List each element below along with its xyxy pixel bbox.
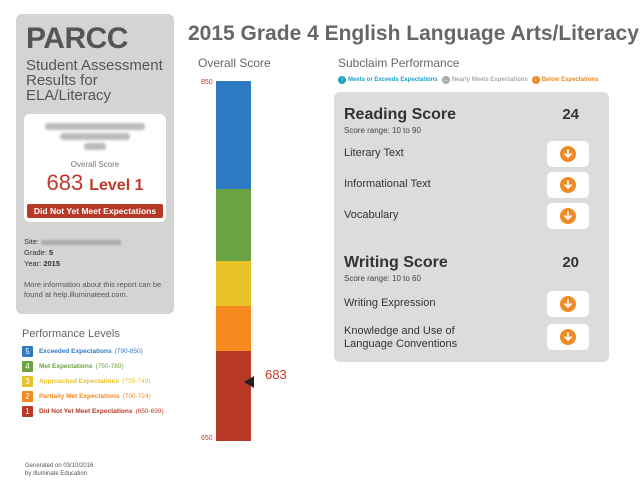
score-band bbox=[216, 351, 251, 441]
score-row: 683 Level 1 bbox=[24, 171, 166, 198]
arrow-right-icon: → bbox=[441, 76, 450, 84]
level-name: Did Not Yet Meet Expectations bbox=[39, 408, 133, 415]
subclaim-literary-text: Literary Text bbox=[344, 147, 404, 159]
performance-level-item: 2 Partially Met Expectations (700-724) bbox=[22, 389, 192, 404]
below-expectations-icon bbox=[560, 208, 576, 224]
subclaim-vocabulary: Vocabulary bbox=[344, 209, 399, 221]
subclaim-writing-expression: Writing Expression bbox=[344, 297, 436, 309]
level-number-badge: 4 bbox=[22, 361, 33, 372]
scale-max-label: 850 bbox=[201, 79, 213, 86]
subclaim-heading: Subclaim Performance bbox=[338, 56, 460, 70]
writing-score-title: Writing Score bbox=[344, 254, 448, 271]
legend-nearly: → Nearly Meets Expectations bbox=[441, 76, 528, 84]
overall-score-value: 683 bbox=[46, 170, 84, 195]
overall-score-heading: Overall Score bbox=[198, 56, 271, 70]
arrow-down-icon: ↓ bbox=[531, 76, 540, 84]
performance-levels-heading: Performance Levels bbox=[22, 328, 120, 340]
page-title: 2015 Grade 4 English Language Arts/Liter… bbox=[188, 22, 639, 45]
subclaim-language-conventions: Knowledge and Use of Language Convention… bbox=[344, 325, 458, 350]
student-summary-panel: PARCC Student Assessment Results for ELA… bbox=[16, 14, 174, 314]
below-expectations-icon bbox=[560, 146, 576, 162]
performance-levels-legend: Performance Levels 5 Exceeded Expectation… bbox=[22, 328, 192, 419]
level-range: (790-850) bbox=[114, 348, 143, 355]
score-marker-label: 683 bbox=[265, 366, 287, 382]
performance-level-item: 3 Approached Expectations (725-749) bbox=[22, 374, 192, 389]
level-name: Exceeded Expectations bbox=[39, 348, 112, 355]
score-marker-icon bbox=[244, 375, 254, 388]
level-range: (725-749) bbox=[122, 378, 151, 385]
reading-score-title: Reading Score bbox=[344, 106, 457, 123]
performance-level: Level 1 bbox=[89, 177, 144, 194]
performance-level-item: 4 Met Expectations (750-789) bbox=[22, 359, 192, 374]
level-number-badge: 1 bbox=[22, 406, 33, 417]
level-range: (650-699) bbox=[135, 408, 164, 415]
below-expectations-icon bbox=[560, 329, 576, 345]
writing-score-value: 20 bbox=[562, 254, 579, 271]
performance-level-item: 1 Did Not Yet Meet Expectations (650-699) bbox=[22, 404, 192, 419]
report-footer: Generated on 03/10/2016 by Illuminate Ed… bbox=[25, 463, 94, 477]
level-number-badge: 3 bbox=[22, 376, 33, 387]
score-band bbox=[216, 261, 251, 306]
level-range: (750-789) bbox=[95, 363, 124, 370]
redacted-student-id bbox=[84, 143, 106, 150]
level-name: Partially Met Expectations bbox=[39, 393, 120, 400]
score-band bbox=[216, 306, 251, 351]
grade-value: 5 bbox=[49, 248, 54, 257]
redacted-site-name bbox=[41, 239, 122, 245]
performance-level-item: 5 Exceeded Expectations (790-850) bbox=[22, 344, 192, 359]
level-number-badge: 5 bbox=[22, 346, 33, 357]
below-expectations-icon bbox=[560, 177, 576, 193]
legend-meets: ↑ Meets or Exceeds Expectations bbox=[338, 76, 438, 84]
subclaim-panel: Reading Score Score range: 10 to 90 24 L… bbox=[334, 92, 609, 362]
below-expectations-icon bbox=[560, 296, 576, 312]
reading-score-range: Score range: 10 to 90 bbox=[344, 126, 421, 135]
literary-text-indicator[interactable] bbox=[547, 141, 589, 167]
informational-text-indicator[interactable] bbox=[547, 172, 589, 198]
level-range: (700-724) bbox=[122, 393, 151, 400]
status-badge: Did Not Yet Meet Expectations bbox=[27, 204, 163, 218]
student-score-card: Overall Score 683 Level 1 Did Not Yet Mee… bbox=[24, 114, 166, 222]
reading-score-value: 24 bbox=[562, 106, 579, 123]
score-band bbox=[216, 81, 251, 189]
level-name: Met Expectations bbox=[39, 363, 93, 370]
redacted-student-name bbox=[45, 123, 145, 130]
level-name: Approached Expectations bbox=[39, 378, 120, 385]
scale-min-label: 650 bbox=[201, 435, 213, 442]
language-conventions-indicator[interactable] bbox=[547, 324, 589, 350]
redacted-student-detail bbox=[60, 133, 130, 140]
brand-title: PARCC bbox=[26, 22, 128, 55]
legend-below: ↓ Below Expectations bbox=[531, 76, 598, 84]
level-number-badge: 2 bbox=[22, 391, 33, 402]
arrow-up-icon: ↑ bbox=[338, 76, 346, 84]
student-meta: Site: Grade: 5 Year: 2015 bbox=[24, 236, 122, 269]
writing-expression-indicator[interactable] bbox=[547, 291, 589, 317]
overall-score-label: Overall Score bbox=[70, 160, 120, 169]
help-note: More information about this report can b… bbox=[24, 280, 162, 299]
subclaim-legend: ↑ Meets or Exceeds Expectations → Nearly… bbox=[338, 76, 602, 84]
writing-score-range: Score range: 10 to 60 bbox=[344, 274, 421, 283]
score-band bbox=[216, 189, 251, 261]
report-subtitle: Student Assessment Results for ELA/Liter… bbox=[26, 57, 163, 104]
vocabulary-indicator[interactable] bbox=[547, 203, 589, 229]
year-value: 2015 bbox=[43, 259, 61, 268]
subclaim-informational-text: Informational Text bbox=[344, 178, 431, 190]
